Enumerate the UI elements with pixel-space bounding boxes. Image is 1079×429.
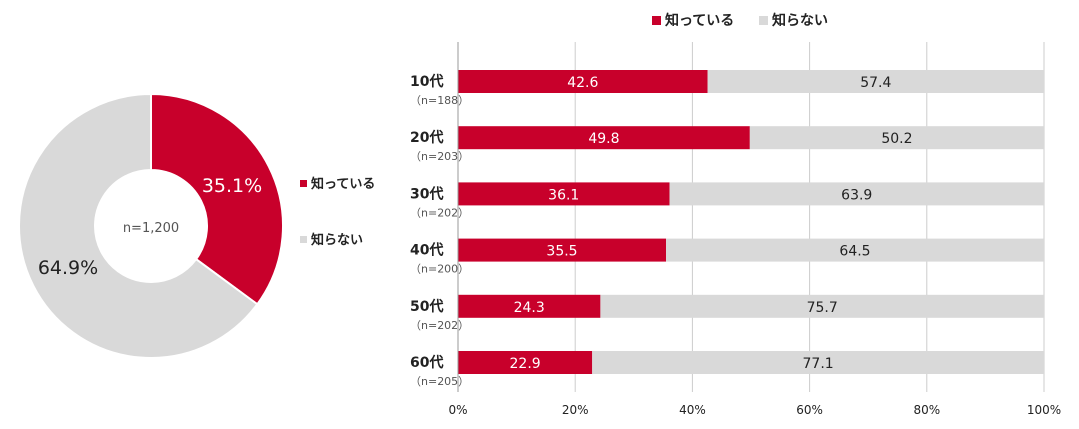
bar-category-note: （n=202）: [410, 206, 469, 219]
bar-category-label: 50代: [410, 298, 443, 315]
pie-center-label: n=1,200: [123, 221, 179, 236]
x-tick-label: 100%: [1027, 403, 1061, 417]
x-tick-label: 80%: [913, 403, 940, 417]
bar-unknown: [707, 70, 1044, 93]
bar-known: [458, 351, 593, 374]
bar-category-label: 40代: [410, 242, 443, 259]
pie-legend-label-known: 知っている: [311, 176, 375, 192]
bar-label-known: 22.9: [510, 356, 541, 372]
bar-label-unknown: 57.4: [860, 75, 891, 91]
bar-label-known: 42.6: [567, 75, 598, 91]
bar-label-unknown: 64.5: [839, 244, 870, 260]
bar-label-unknown: 50.2: [881, 131, 912, 147]
bar-legend-swatch-unknown: [759, 16, 768, 25]
bar-known: [458, 126, 750, 150]
bar-category-note: （n=200）: [410, 263, 469, 276]
pie-label-known: 35.1%: [202, 175, 262, 197]
pie-legend-label-unknown: 知らない: [311, 232, 363, 248]
pie-slice-known: [150, 92, 284, 306]
x-tick-label: 60%: [796, 403, 823, 417]
bar-label-known: 24.3: [514, 300, 545, 316]
bar-label-unknown: 77.1: [803, 356, 834, 372]
bar-category-note: （n=203）: [410, 150, 469, 163]
bar-known: [458, 70, 708, 93]
pie-legend-swatch-known: [300, 180, 307, 187]
x-tick-label: 20%: [562, 403, 589, 417]
x-tick-label: 0%: [448, 403, 467, 417]
bar-known: [458, 182, 670, 206]
bar-category-label: 30代: [410, 185, 443, 202]
bar-unknown: [600, 294, 1044, 318]
bar-category-note: （n=202）: [410, 319, 469, 332]
bar-unknown: [666, 238, 1044, 262]
pie-legend-swatch-unknown: [300, 236, 307, 243]
bar-label-known: 36.1: [548, 187, 579, 203]
bar-legend-swatch-known: [652, 16, 661, 25]
bar-known: [458, 238, 667, 262]
bar-category-label: 60代: [410, 354, 443, 371]
bar-label-unknown: 63.9: [841, 187, 872, 203]
bar-category-label: 10代: [410, 73, 443, 90]
bar-unknown: [669, 182, 1044, 206]
bar-label-unknown: 75.7: [807, 300, 838, 316]
pie-label-unknown: 64.9%: [38, 257, 98, 279]
bar-label-known: 49.8: [588, 131, 619, 147]
bar-unknown: [749, 126, 1044, 150]
bar-category-note: （n=205）: [410, 375, 469, 388]
bar-legend-label-unknown: 知らない: [772, 12, 828, 29]
bar-legend-label-known: 知っている: [665, 12, 734, 29]
bar-category-label: 20代: [410, 129, 443, 146]
bar-unknown: [592, 351, 1044, 374]
bar-known: [458, 294, 601, 318]
x-tick-label: 40%: [679, 403, 706, 417]
bar-category-note: （n=188）: [410, 94, 469, 107]
bar-label-known: 35.5: [546, 244, 577, 260]
pie-slice-unknown: [18, 92, 259, 359]
